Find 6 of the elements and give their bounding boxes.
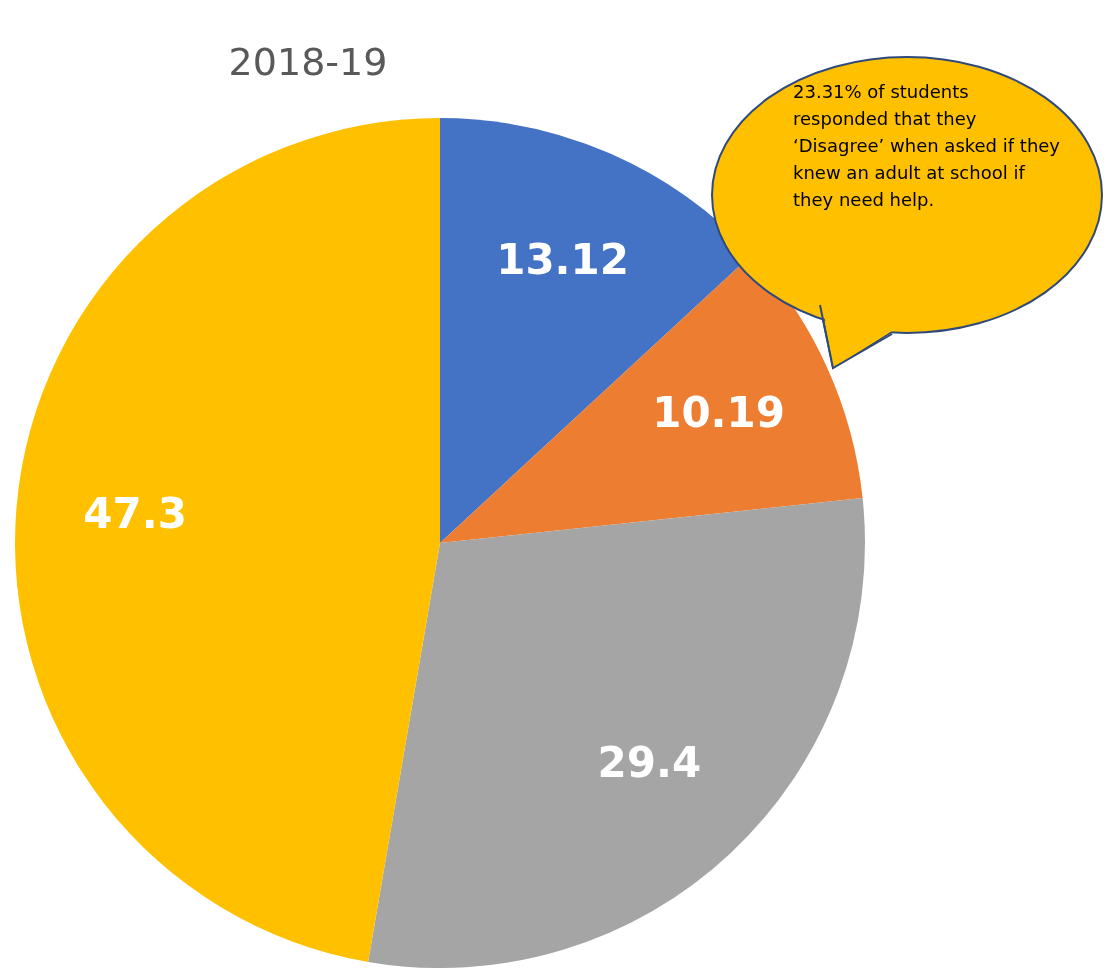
data-label: 29.4 xyxy=(597,738,702,788)
text: 23.31% of students responded that they ‘Disagree’ when asked if they knew an adult at school if they need help. xyxy=(793,80,1061,212)
data-label: 13.12 xyxy=(496,234,629,284)
data-label: 47.3 xyxy=(83,488,187,538)
data-label: 10.19 xyxy=(652,388,786,438)
chart-title: 2018-19 xyxy=(227,40,389,84)
